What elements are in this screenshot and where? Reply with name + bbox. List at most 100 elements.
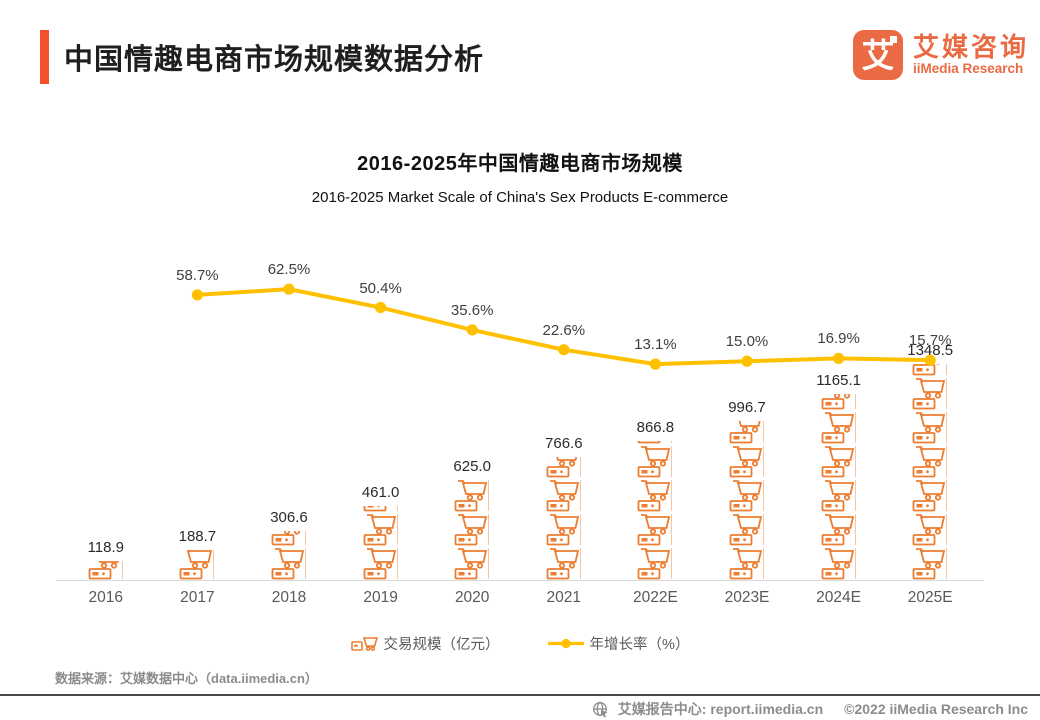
shopping-cart-icon [912, 412, 948, 444]
x-axis-tick-2021: 2021 [546, 589, 582, 606]
chart-plot-area: 118.9 2016 188.7 58.7% 2017 306.6 62.5% 2018 461… [56, 230, 984, 620]
iimedia-logo-icon: 艾 [853, 30, 903, 80]
line-marker [191, 289, 203, 301]
growth-rate-label: 15.0% [725, 333, 769, 351]
brand-name-cn: 艾媒咨询 [913, 31, 1030, 62]
chart-legend: 交易规模（亿元） 年增长率（%） [0, 633, 1040, 654]
chart-title: 2016-2025年中国情趣电商市场规模 [357, 153, 683, 175]
shopping-cart-icon [88, 561, 123, 580]
pictogram-bar-2018 [271, 531, 307, 580]
page-title: 中国情趣电商市场规模数据分析 [64, 44, 485, 76]
growth-line-icon [547, 638, 584, 649]
data-source-note: 数据来源：艾媒数据中心（data.iimedia.cn） [55, 671, 318, 686]
footer-copyright: ©2022 iiMedia Research Inc [844, 701, 1028, 717]
pictogram-bar-2021 [546, 457, 582, 580]
shopping-cart-icon [729, 548, 764, 580]
bar-value-label: 625.0 [453, 458, 491, 475]
bar-value-label: 1165.1 [816, 372, 861, 389]
shopping-cart-icon [821, 394, 856, 410]
shopping-cart-icon [546, 457, 581, 478]
growth-rate-label: 22.6% [542, 321, 586, 339]
x-axis-tick-2020: 2020 [454, 589, 490, 606]
globe-cursor-icon [592, 701, 608, 717]
shopping-cart-icon [454, 480, 490, 512]
growth-rate-label: 50.4% [359, 279, 402, 297]
legend-bar-label: 交易规模（亿元） [383, 637, 500, 653]
line-marker [466, 324, 478, 336]
shopping-cart-icon [912, 548, 948, 580]
pictogram-bar-2025E [912, 364, 948, 580]
shopping-cart-icon [729, 514, 764, 546]
pictogram-bar-2017 [179, 550, 215, 580]
brand-logo: 艾 艾媒咨询 iiMedia Research [853, 30, 1029, 80]
shopping-cart-icon [363, 506, 398, 512]
x-axis-tick-2024E: 2024E [816, 589, 861, 606]
shopping-cart-icon [637, 480, 673, 512]
shopping-cart-icon [821, 514, 856, 546]
brand-name-en: iiMedia Research [913, 61, 1024, 77]
x-axis-tick-2019: 2019 [363, 589, 398, 606]
shopping-cart-icon [912, 364, 948, 376]
shopping-cart-icon [637, 441, 673, 444]
shopping-cart-icon [454, 514, 490, 546]
x-axis-tick-2017: 2017 [180, 589, 215, 606]
pictogram-bar-2020 [454, 480, 490, 580]
growth-rate-label: 58.7% [176, 266, 219, 284]
shopping-cart-icon [546, 514, 581, 546]
bar-value-label: 118.9 [87, 539, 125, 556]
line-marker [649, 358, 662, 370]
chart-subtitle: 2016-2025 Market Scale of China's Sex Pr… [311, 189, 729, 206]
growth-rate-label: 62.5% [267, 261, 311, 279]
bar-value-label: 766.6 [545, 435, 583, 452]
shopping-cart-icon [637, 548, 673, 580]
shopping-cart-icon [637, 446, 673, 478]
shopping-cart-icon [821, 412, 856, 444]
bar-value-label: 1348.5 [907, 342, 954, 359]
x-axis-tick-2025E: 2025E [907, 589, 953, 606]
x-axis-tick-2023E: 2023E [724, 589, 770, 606]
shopping-cart-icon [350, 637, 378, 651]
shopping-cart-icon [546, 480, 581, 512]
bar-value-label: 306.6 [270, 509, 308, 526]
shopping-cart-icon [729, 480, 764, 512]
shopping-cart-icon [821, 548, 856, 580]
shopping-cart-icon [729, 421, 764, 444]
x-axis-line [56, 580, 984, 581]
footer-divider [0, 694, 1040, 696]
legend-item-line: 年增长率（%） [547, 633, 690, 654]
pictogram-bar-2024E [821, 394, 857, 580]
line-marker [558, 344, 570, 356]
shopping-cart-icon [363, 548, 398, 580]
pictogram-bar-2022E [637, 441, 673, 580]
shopping-cart-icon [546, 548, 581, 580]
shopping-cart-icon [912, 446, 948, 478]
shopping-cart-icon [271, 548, 306, 580]
growth-rate-label: 35.6% [450, 301, 494, 319]
growth-rate-label: 13.1% [634, 336, 677, 354]
shopping-cart-icon [363, 514, 398, 546]
line-marker [833, 352, 845, 364]
shopping-cart-icon [454, 548, 490, 580]
x-axis-tick-2018: 2018 [271, 589, 307, 606]
growth-rate-label: 15.7% [908, 332, 952, 350]
line-marker [741, 355, 753, 367]
shopping-cart-icon [271, 531, 306, 546]
logo-text: 艾媒咨询 iiMedia Research [913, 33, 1029, 78]
chart-title-block: 2016-2025年中国情趣电商市场规模 2016-2025 Market Sc… [0, 147, 1040, 206]
footer-bar: 艾媒报告中心: report.iimedia.cn ©2022 iiMedia … [592, 699, 1028, 719]
shopping-cart-icon [821, 446, 856, 478]
shopping-cart-icon [729, 446, 764, 478]
footer-report-center: 艾媒报告中心: report.iimedia.cn [617, 701, 824, 717]
shopping-cart-icon [912, 480, 948, 512]
logo-glyph: 艾 [861, 36, 895, 74]
shopping-cart-icon [912, 378, 948, 410]
bar-value-label: 866.8 [636, 419, 675, 436]
line-marker [283, 283, 295, 295]
pictogram-bar-2023E [729, 421, 765, 580]
line-marker [375, 301, 387, 314]
x-axis-tick-2022E: 2022E [632, 589, 678, 606]
x-axis-tick-2016: 2016 [88, 589, 124, 606]
pictogram-bar-2019 [363, 506, 399, 580]
legend-line-label: 年增长率（%） [589, 637, 690, 653]
